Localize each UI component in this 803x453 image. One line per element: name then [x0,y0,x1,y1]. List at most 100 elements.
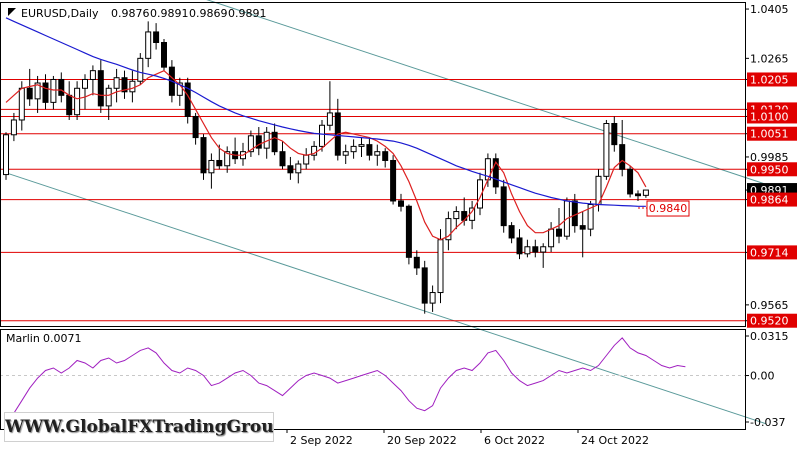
price-label: 1.0405 [750,3,789,16]
candle-body [311,145,318,156]
candle-body [532,246,539,253]
candles [3,21,649,314]
candle-body [342,151,349,156]
candle [627,165,634,198]
candle-body [216,159,223,167]
candle [247,130,254,157]
candle [192,112,199,145]
candle-body [224,151,231,167]
candle [413,250,420,275]
candle-body [540,246,547,253]
candle [184,77,191,124]
chart-title-open: 0.9876 [111,7,150,20]
candle-body [374,151,381,156]
candle [176,77,183,106]
time-axis: 2 Sep 2022 20 Sep 2022 6 Oct 2022 24 Oct 20… [286,429,649,447]
candle [500,179,507,233]
watermark: WWW.GlobalFXTradingGroup.Com [4,412,274,442]
candle-body [279,151,286,167]
candle [255,127,262,156]
candle [374,144,381,166]
candle-body [105,87,112,107]
candle-body [350,145,357,153]
candle-body [208,159,215,174]
oscillator-panel [0,337,745,423]
candle [153,23,160,50]
candle-body [200,137,207,174]
candle [311,141,318,161]
candle-body [192,115,199,139]
price-label: 1.0265 [750,52,789,65]
chart-header: EURUSD,Daily 0.9876 0.9891 0.9869 0.9891… [6,7,267,345]
candle [58,72,65,103]
candle-body [366,144,373,156]
candle-body [445,218,452,241]
candle-body [42,82,49,103]
candle [279,141,286,170]
candle-body [548,228,555,248]
candle [603,119,610,180]
price-label-box [747,245,797,260]
candle [113,68,120,103]
price-label-box [747,192,797,207]
candle [516,229,523,260]
candle-body [492,158,499,188]
candle [492,153,499,194]
candle-body [319,124,325,147]
candle-body [137,57,144,82]
candle-body [50,78,57,103]
candle-body [516,237,523,255]
candle-body [58,78,65,96]
candle-body [74,87,81,116]
candle [287,156,294,180]
candle [3,132,9,180]
candle-body [642,189,649,196]
price-label: 1.0205 [750,73,789,86]
main-pane-border [0,2,746,327]
candle-body [161,42,167,68]
trend-channel-line [206,0,767,185]
candle [34,75,41,113]
candle [619,119,626,177]
candle [319,119,325,152]
price-label-box [747,313,797,328]
candle-body [3,134,9,176]
oscillator-line [5,337,686,423]
candle [445,211,452,251]
candle [587,200,594,237]
fast-ma-line [5,69,647,241]
candle [200,134,207,180]
price-label: 0.9864 [750,194,789,207]
chart-frame [0,2,746,430]
moving-averages: 0.9840 [5,17,690,241]
indicator-name: Marlin [6,332,40,345]
candle-body [176,82,183,96]
candle-body [89,70,96,80]
candle-body [390,159,397,202]
candle-body [145,31,152,59]
candle-body [358,144,365,147]
annotation-label: 0.9840 [649,202,688,215]
candle [50,75,57,110]
candle-body [611,123,618,146]
chart-title-close: 0.9891 [228,7,267,20]
collapse-arrow-icon [8,8,16,16]
price-label-box [747,126,797,141]
candle [161,38,167,71]
candle-body [66,94,73,116]
candle [405,204,412,265]
candle [635,190,641,201]
candle-body [603,123,610,177]
candle [326,81,333,131]
candle [121,70,128,99]
candle-body [556,228,562,237]
candle [105,84,112,120]
candle [524,239,531,258]
indicator-value: 0.0071 [43,332,82,345]
candle [89,65,96,96]
price-label: 0.9520 [750,315,789,328]
candle [540,243,547,268]
candle [390,155,397,205]
candle-body [429,292,436,304]
oscillator-pane-border [0,329,746,430]
